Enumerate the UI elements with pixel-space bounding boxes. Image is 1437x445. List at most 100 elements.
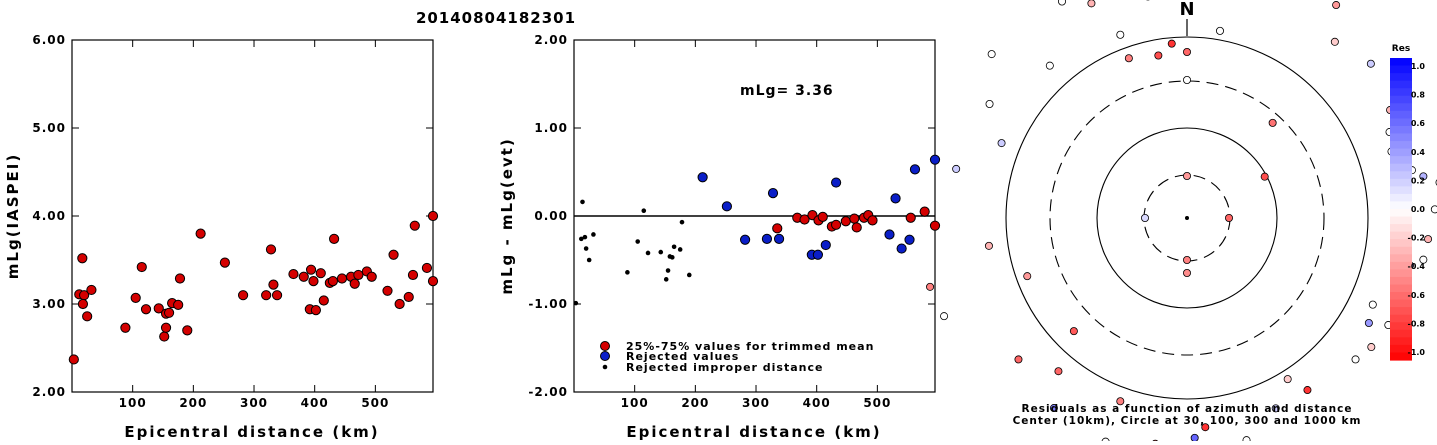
trimmed-point xyxy=(841,217,850,226)
rejected-point xyxy=(774,234,783,243)
trimmed-point xyxy=(920,207,929,216)
station-marker xyxy=(1055,368,1062,375)
rejected-point xyxy=(832,178,841,187)
trimmed-point xyxy=(852,223,861,232)
rejected-point xyxy=(740,235,749,244)
rejected-point xyxy=(698,173,707,182)
station-residuals xyxy=(926,0,1437,441)
colorbar-swatch xyxy=(1390,300,1412,308)
data-point xyxy=(428,211,437,220)
figure-title: 20140804182301 xyxy=(416,9,576,27)
trimmed-point xyxy=(930,221,939,230)
colorbar-tick-label: 0.2 xyxy=(1411,176,1425,185)
data-point xyxy=(131,293,140,302)
data-point xyxy=(319,296,328,305)
station-marker xyxy=(940,313,947,320)
colorbar-swatch xyxy=(1390,277,1412,285)
data-point xyxy=(78,299,87,308)
rejected-point xyxy=(821,240,830,249)
rejected-point xyxy=(722,202,731,211)
data-point xyxy=(174,300,183,309)
colorbar-swatch xyxy=(1390,171,1412,179)
colorbar-swatch xyxy=(1390,307,1412,315)
left-x-axis-label: Epicentral distance (km) xyxy=(124,423,379,441)
station-marker xyxy=(1304,386,1311,393)
data-point xyxy=(266,245,275,254)
middle-x-tick-label: 200 xyxy=(681,396,709,410)
station-marker xyxy=(1191,434,1198,441)
data-point xyxy=(337,274,346,283)
data-point xyxy=(269,280,278,289)
colorbar-swatch xyxy=(1390,330,1412,338)
trimmed-point xyxy=(832,220,841,229)
station-marker xyxy=(1216,27,1223,34)
data-point xyxy=(183,326,192,335)
data-point xyxy=(383,286,392,295)
colorbar-swatch xyxy=(1390,201,1412,209)
left-y-ticks: 2.003.004.005.006.00 xyxy=(32,33,433,399)
epicenter-marker xyxy=(1185,216,1189,220)
trimmed-point xyxy=(773,224,782,233)
station-marker xyxy=(1331,38,1338,45)
middle-y-tick-label: -1.00 xyxy=(528,297,568,311)
colorbar-swatch xyxy=(1390,247,1412,255)
data-point xyxy=(164,308,173,317)
data-point xyxy=(395,299,404,308)
colorbar-title: Res xyxy=(1392,44,1410,54)
data-point xyxy=(83,312,92,321)
left-x-tick-label: 400 xyxy=(301,396,329,410)
left-points xyxy=(69,211,437,364)
station-marker xyxy=(1284,376,1291,383)
colorbar-swatches xyxy=(1390,58,1412,361)
data-point xyxy=(196,229,205,238)
colorbar-swatch xyxy=(1390,73,1412,81)
colorbar-tick-label: 0.6 xyxy=(1411,119,1426,128)
station-marker xyxy=(1183,76,1190,83)
azimuth-caption-line2: Center (10km), Circle at 30, 100, 300 an… xyxy=(1013,415,1362,427)
colorbar-swatch xyxy=(1390,164,1412,172)
rejected-point xyxy=(930,155,939,164)
data-point xyxy=(410,221,419,230)
trimmed-point xyxy=(818,212,827,221)
data-point xyxy=(408,270,417,279)
station-marker xyxy=(1261,173,1268,180)
left-x-tick-label: 100 xyxy=(119,396,147,410)
station-marker xyxy=(1183,269,1190,276)
middle-x-tick-label: 100 xyxy=(621,396,649,410)
data-point xyxy=(299,272,308,281)
rejected-point xyxy=(768,189,777,198)
trimmed-point xyxy=(850,214,859,223)
data-point xyxy=(121,323,130,332)
data-point xyxy=(175,274,184,283)
colorbar-swatch xyxy=(1390,58,1412,66)
rejected-point xyxy=(910,165,919,174)
improper-distance-point xyxy=(641,208,646,213)
data-point xyxy=(161,323,170,332)
colorbar-swatch xyxy=(1390,134,1412,142)
data-point xyxy=(428,277,437,286)
data-point xyxy=(160,332,169,341)
colorbar-tick-label: -0.8 xyxy=(1408,319,1426,328)
left-y-tick-label: 2.00 xyxy=(32,385,66,399)
left-plot-frame xyxy=(72,40,433,392)
station-marker xyxy=(1070,328,1077,335)
improper-distance-point xyxy=(687,273,692,278)
middle-x-tick-label: 300 xyxy=(742,396,770,410)
colorbar-swatch xyxy=(1390,81,1412,89)
colorbar-swatch xyxy=(1390,186,1412,194)
data-point xyxy=(367,272,376,281)
left-x-tick-label: 500 xyxy=(361,396,389,410)
data-point xyxy=(354,270,363,279)
station-marker xyxy=(1352,356,1359,363)
rejected-point xyxy=(762,234,771,243)
trimmed-point xyxy=(906,213,915,222)
residual-colorbar: Res 1.00.80.60.40.20.0-0.2-0.4-0.6-0.8-1… xyxy=(1390,44,1425,361)
improper-distance-point xyxy=(584,246,589,251)
improper-distance-point xyxy=(574,301,579,306)
rejected-point xyxy=(897,244,906,253)
data-point xyxy=(262,291,271,300)
colorbar-tick-label: -0.6 xyxy=(1408,291,1426,300)
